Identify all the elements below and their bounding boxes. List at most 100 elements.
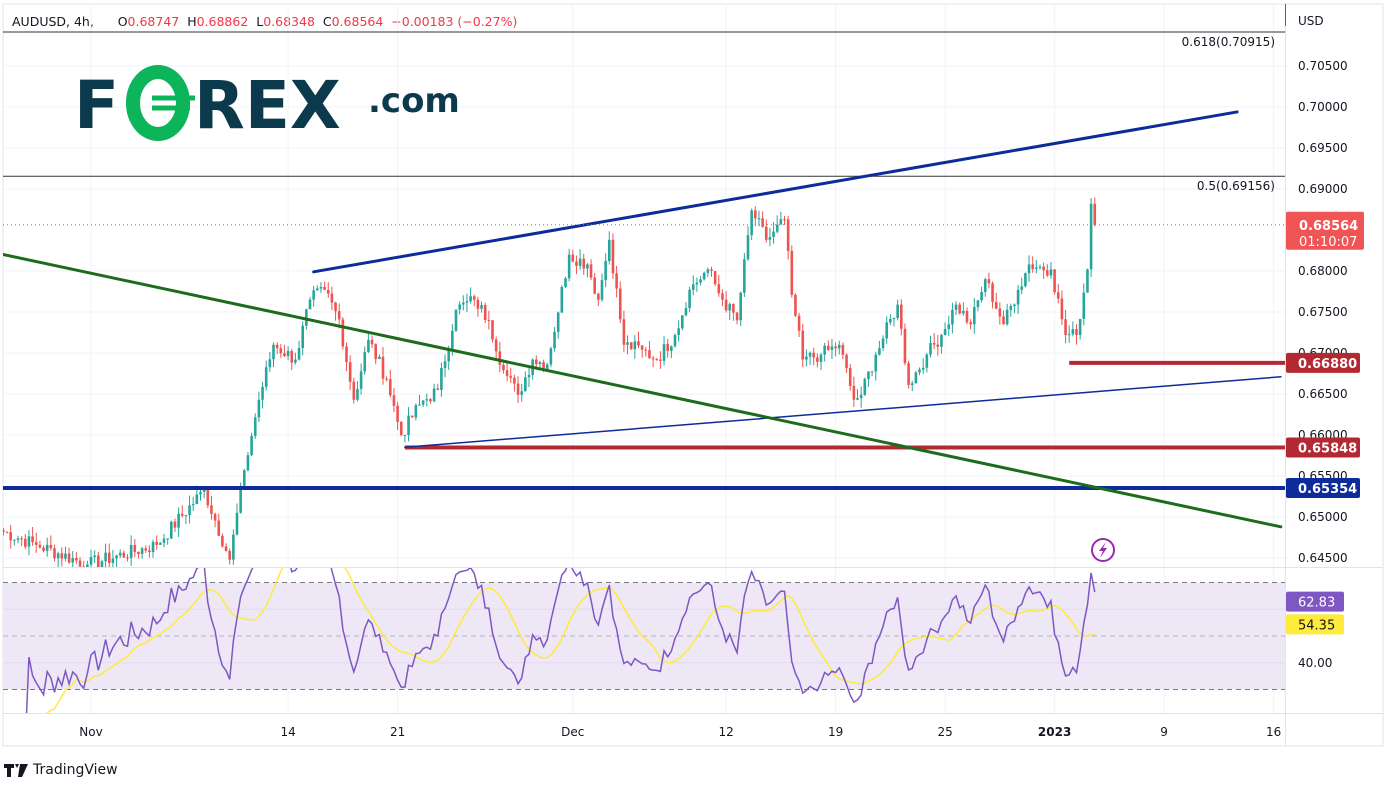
candle-body (341, 319, 345, 347)
candle-body (633, 341, 637, 350)
price-tick-label: 0.70500 (1298, 59, 1348, 73)
candle-body (637, 341, 640, 346)
candle-body (545, 364, 549, 370)
price-tick-label: 0.67500 (1298, 305, 1348, 319)
candle-body (556, 312, 560, 332)
candle-body (575, 261, 578, 266)
candle-body (316, 288, 319, 291)
candle-body (870, 371, 874, 373)
candle-body (597, 293, 600, 300)
candle-body (24, 538, 27, 547)
candle-body (389, 379, 392, 396)
candle-body (524, 377, 527, 392)
candle-body (1038, 266, 1042, 268)
candle-body (947, 324, 951, 330)
candle-body (951, 309, 954, 325)
candle-body (878, 348, 881, 355)
candle-body (662, 344, 666, 361)
level-price-tag: 0.65848 (1286, 437, 1360, 458)
level-price-tag: 0.66880 (1286, 352, 1360, 373)
time-tick-label: 19 (828, 725, 843, 739)
candle-body (903, 328, 907, 364)
candle-body (819, 354, 823, 362)
candle-body (447, 348, 450, 362)
candle-body (848, 368, 852, 386)
level-price-tag: 0.65354 (1286, 477, 1360, 498)
candle-body (228, 550, 231, 560)
candle-body (337, 311, 341, 320)
price-tick-label: 0.69000 (1298, 182, 1348, 196)
candle-body (750, 210, 753, 236)
candle-body (553, 331, 556, 349)
candle-body (808, 352, 812, 357)
last-price-value: 0.68564 (1299, 219, 1358, 234)
candle-body (1031, 264, 1034, 269)
time-tick-label: 9 (1160, 725, 1168, 739)
candle-body (462, 302, 465, 305)
candle-body (604, 261, 607, 281)
candle-body (494, 339, 498, 352)
candle-body (272, 344, 275, 360)
candle-body (1071, 329, 1075, 335)
candle-body (666, 344, 669, 351)
last-price-tag-bg (1286, 211, 1364, 250)
candle-body (432, 388, 436, 402)
candle-body (396, 405, 399, 422)
candle-body (137, 551, 140, 555)
candle-body (910, 383, 914, 385)
candle-body (608, 239, 611, 262)
candle-body (1086, 269, 1089, 293)
candle-body (97, 555, 100, 567)
rsi-pane[interactable] (3, 542, 1285, 770)
lightning-icon[interactable] (1091, 538, 1115, 562)
candle-body (319, 287, 323, 289)
price-pane[interactable]: 0.618(0.70915) 0.5(0.69156) (0, 31, 1285, 578)
candle-body (239, 485, 242, 513)
candle-body (1042, 266, 1045, 271)
candle-body (465, 301, 469, 303)
candle-body (790, 250, 794, 295)
candle-body (107, 552, 111, 563)
candle-body (728, 304, 732, 311)
tradingview-brand[interactable]: TradingView (4, 762, 118, 778)
candle-body (717, 284, 721, 294)
candle-body (969, 322, 972, 325)
time-tick-label: Dec (561, 725, 584, 739)
candle-body (34, 542, 38, 545)
symbol-interval[interactable]: AUDUSD, 4h, (12, 14, 94, 29)
candle-body (520, 391, 523, 395)
candle-body (155, 541, 158, 545)
candle-body (648, 350, 651, 359)
candle-body (188, 505, 191, 515)
tradingview-logo-icon (4, 764, 28, 777)
candle-body (180, 513, 184, 516)
candle-body (812, 352, 815, 358)
candle-body (618, 288, 622, 320)
candle-body (673, 334, 677, 347)
candle-body (918, 369, 921, 373)
candle-body (308, 299, 312, 310)
level-tag-bg (1286, 477, 1360, 498)
price-tick-label: 0.65000 (1298, 510, 1348, 524)
candle-body (962, 310, 965, 314)
candle-body (224, 546, 228, 551)
candle-body (378, 356, 381, 360)
candle-body (275, 344, 279, 349)
candle-body (593, 277, 596, 294)
candle-body (965, 310, 969, 323)
candle-body (100, 561, 104, 567)
candle-body (279, 348, 283, 354)
candle-body (797, 315, 801, 331)
candle-body (440, 367, 443, 390)
currency-label[interactable]: USD (1298, 14, 1324, 28)
candle-body (885, 322, 888, 339)
candle-body (976, 300, 980, 308)
candle-body (305, 309, 308, 326)
candle-body (772, 231, 775, 237)
candle-body (1082, 292, 1086, 319)
candle-body (1013, 304, 1016, 307)
candle-body (684, 308, 688, 316)
candle-body (472, 296, 476, 300)
